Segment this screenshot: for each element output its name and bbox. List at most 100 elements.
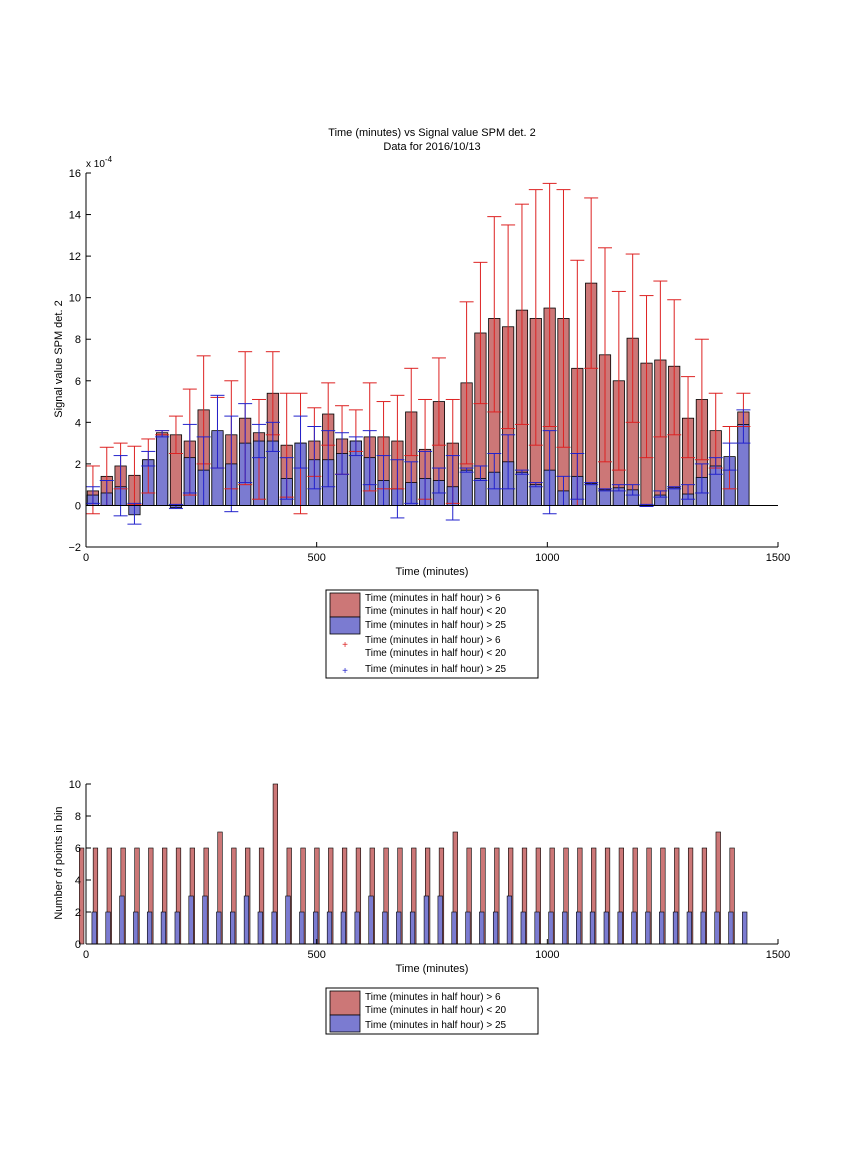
count-bar-blue	[603, 911, 609, 945]
chart2-ylabel: Number of points in bin	[53, 806, 65, 919]
x-tick-label: 1000	[535, 949, 559, 961]
count-bar-blue	[728, 911, 734, 945]
y-tick-label: 4	[75, 417, 81, 429]
legend1-blue-label: Time (minutes in half hour) > 25	[365, 620, 507, 631]
count-bar-blue	[700, 911, 706, 945]
y-tick-label: 2	[75, 459, 81, 471]
count-bar-blue	[686, 911, 692, 945]
count-bar-blue	[492, 911, 499, 945]
legend1-red-patch	[329, 592, 361, 618]
count-bar-blue	[714, 911, 720, 945]
count-bar-blue	[631, 911, 637, 945]
count-bar-blue	[146, 911, 153, 945]
count-bar-blue	[437, 895, 443, 945]
count-bar-blue	[645, 911, 651, 945]
y-tick-label: 0	[75, 500, 81, 512]
y-tick-label: 16	[69, 168, 81, 180]
x-tick-label: 0	[83, 552, 89, 564]
legend1-red-marker-label-2: Time (minutes in half hour) < 20	[365, 648, 507, 659]
x-tick-label: 1500	[766, 552, 790, 564]
bar-blue	[529, 484, 542, 506]
chart1-blue-errorbars	[85, 394, 751, 525]
y-tick-label: 4	[75, 875, 81, 887]
count-bar-blue	[589, 911, 596, 945]
count-bar-blue	[659, 911, 665, 945]
count-bar-blue	[202, 895, 208, 945]
legend1-red-label-2: Time (minutes in half hour) < 20	[365, 606, 507, 617]
count-bar-blue	[451, 911, 457, 945]
y-tick-label: 14	[69, 210, 81, 222]
y-tick-label: 10	[69, 293, 81, 305]
count-bar-blue	[188, 895, 194, 945]
count-bar-blue	[299, 911, 305, 945]
count-bar-blue	[562, 911, 568, 945]
x-tick-label: 1000	[535, 552, 559, 564]
bar-blue	[515, 471, 529, 506]
count-bar-blue	[160, 911, 167, 945]
x-tick-label: 500	[307, 949, 325, 961]
chart2-legend: Time (minutes in half hour) > 6 Time (mi…	[325, 987, 539, 1035]
y-tick-label: 8	[75, 334, 81, 346]
count-bar-blue	[576, 911, 582, 945]
count-bar-blue	[133, 911, 139, 945]
count-bar-blue	[354, 911, 360, 945]
count-bar-blue	[368, 895, 374, 945]
bar-blue	[156, 434, 169, 506]
count-bar-blue	[506, 895, 513, 945]
legend2-red-patch	[329, 990, 361, 1016]
legend1-red-marker-label-1: Time (minutes in half hour) > 6	[365, 635, 501, 646]
count-bar-blue	[326, 911, 333, 945]
legend2-blue-patch	[329, 1014, 361, 1033]
chart1-xlabel: Time (minutes)	[396, 566, 469, 578]
legend1-blue-marker-icon: +	[342, 666, 348, 677]
count-bar-blue	[216, 911, 222, 945]
y-tick-label: 8	[75, 811, 81, 823]
x-tick-label: 1500	[766, 949, 790, 961]
chart1-title: Time (minutes) vs Signal value SPM det. …	[328, 127, 535, 139]
count-bar-blue	[742, 911, 748, 945]
count-bar-blue	[313, 911, 319, 945]
legend1-red-marker-icon: +	[342, 640, 348, 651]
count-bar-red	[79, 847, 85, 945]
legend2-red-label-1: Time (minutes in half hour) > 6	[365, 992, 501, 1003]
legend2-blue-label: Time (minutes in half hour) > 25	[365, 1020, 507, 1031]
count-bar-blue	[534, 911, 540, 945]
count-bar-blue	[119, 895, 125, 945]
chart1-subtitle: Data for 2016/10/13	[383, 141, 480, 153]
count-bar-blue	[548, 911, 554, 945]
y-tick-label: 6	[75, 376, 81, 388]
count-bar-blue	[396, 911, 402, 945]
count-bar-blue	[91, 911, 97, 945]
bar-blue	[598, 489, 612, 506]
y-tick-label: 12	[69, 251, 81, 263]
bar-blue	[668, 487, 681, 506]
y-tick-label: 2	[75, 907, 81, 919]
chart1-y-exponent: x 10-4	[86, 155, 113, 170]
bar-blue	[585, 483, 598, 506]
x-tick-label: 0	[83, 949, 89, 961]
chart2-xlabel: Time (minutes)	[396, 963, 469, 975]
bar-blue	[474, 478, 487, 506]
bar-blue	[460, 469, 473, 506]
count-bar-blue	[423, 895, 429, 945]
count-bar-blue	[520, 911, 526, 945]
chart1-ylabel: Signal value SPM det. 2	[53, 300, 65, 417]
chart1-legend-box	[325, 589, 539, 679]
count-bar-blue	[617, 911, 623, 945]
legend1-blue-marker-label: Time (minutes in half hour) > 25	[365, 664, 507, 675]
y-tick-label: 10	[69, 779, 81, 791]
count-bar-blue	[409, 911, 416, 945]
legend1-red-label-1: Time (minutes in half hour) > 6	[365, 593, 501, 604]
chart2-legend-box	[325, 987, 539, 1035]
y-tick-label: 6	[75, 843, 81, 855]
count-bar-blue	[257, 911, 263, 945]
y-tick-label: −2	[68, 542, 81, 554]
y-tick-label: 0	[75, 939, 81, 951]
legend2-red-label-2: Time (minutes in half hour) < 20	[365, 1005, 507, 1016]
chart2-axes: 0 500 1000 1500 0 2 4 6 8 10	[69, 779, 790, 961]
count-bar-blue	[105, 911, 111, 945]
count-bar-blue	[174, 911, 180, 945]
count-bar-blue	[479, 911, 485, 945]
